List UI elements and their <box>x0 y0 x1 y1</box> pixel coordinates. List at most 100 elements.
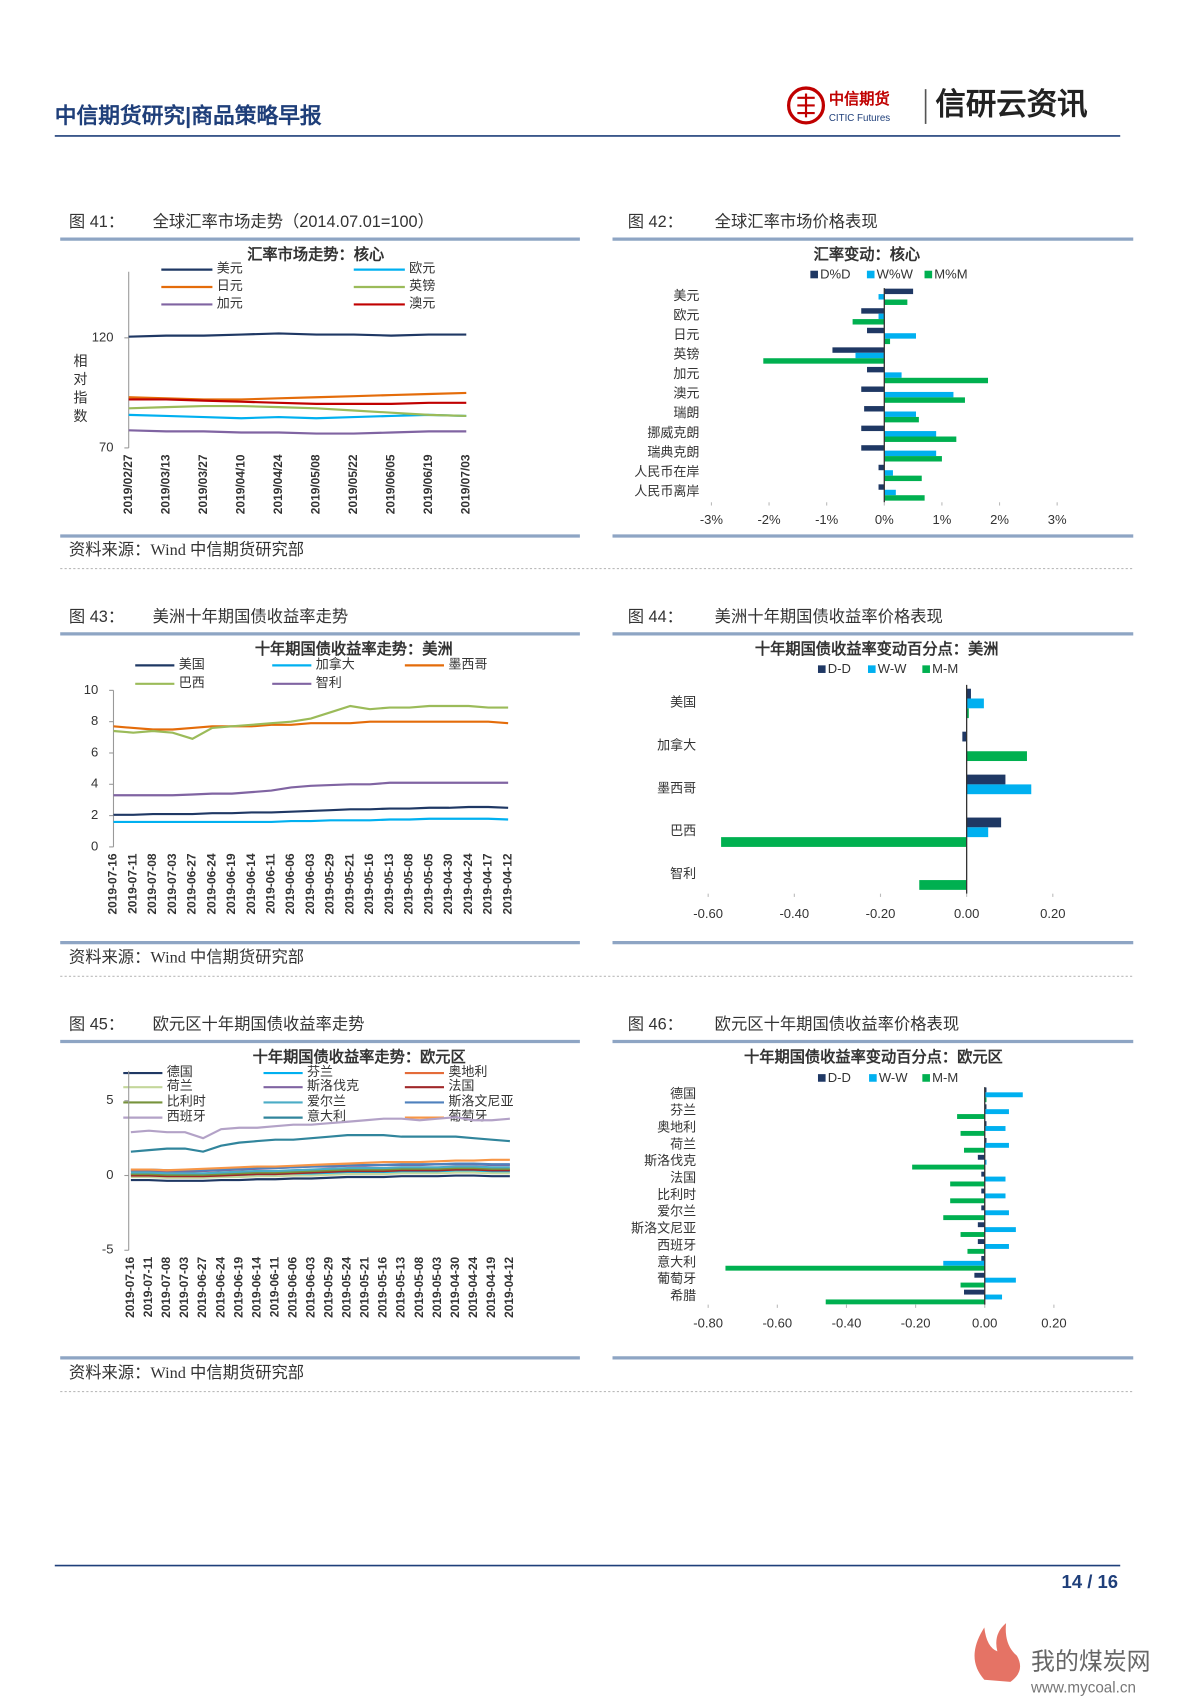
series-line <box>130 1171 510 1179</box>
x-tick-label: 0.20 <box>1041 1316 1066 1331</box>
bar <box>852 319 885 325</box>
bar <box>966 774 1006 785</box>
figure-number: 图 43： <box>69 608 124 626</box>
legend-label: 奥地利 <box>448 1064 487 1079</box>
bar <box>984 1142 1009 1148</box>
category-label: 人民币离岸 <box>634 483 699 498</box>
bar <box>981 1171 985 1177</box>
category-label: 美元 <box>673 288 699 303</box>
page-number: 14 / 16 <box>1062 1571 1118 1592</box>
x-tick-label: 2019-06-06 <box>285 1256 299 1317</box>
x-tick-label: 2019-04-17 <box>481 853 495 914</box>
x-tick-label: 2019/05/08 <box>308 454 322 514</box>
y-tick-label: 120 <box>92 329 114 344</box>
x-tick-label: 2019-05-13 <box>382 853 396 914</box>
legend-label: 西班牙 <box>167 1109 206 1124</box>
category-label: 奥地利 <box>657 1119 696 1134</box>
bar <box>960 1130 985 1136</box>
figure-caption: 欧元区十年期国债收益率价格表现 <box>715 1016 959 1034</box>
x-tick-label: 2019-06-14 <box>244 853 258 914</box>
x-tick-label: -0.20 <box>866 906 896 921</box>
chart-title: 十年期国债收益率变动百分点：欧元区 <box>744 1048 1003 1066</box>
bar <box>763 358 885 364</box>
x-tick-label: 0.20 <box>1040 906 1065 921</box>
bar <box>984 1294 1003 1300</box>
series-line <box>128 332 467 338</box>
y-tick-label: 6 <box>91 744 98 759</box>
category-label: 芬兰 <box>670 1103 696 1118</box>
category-label: 瑞典克朗 <box>647 444 699 459</box>
legend-swatch <box>924 270 933 279</box>
bar <box>878 313 885 320</box>
x-tick-label: 2019-05-16 <box>362 853 376 914</box>
logo-mark <box>797 93 815 118</box>
figure-caption: 美洲十年期国债收益率价格表现 <box>715 608 943 626</box>
bar <box>864 406 885 412</box>
bar <box>884 416 919 423</box>
x-tick-label: 2019/04/24 <box>271 454 285 514</box>
bar <box>867 366 885 373</box>
legend-label: 澳元 <box>409 295 435 310</box>
figure-number: 图 46： <box>628 1016 683 1034</box>
legend-label: 葡萄牙 <box>448 1109 487 1124</box>
bar <box>957 1114 985 1119</box>
chart-title: 十年期国债收益率走势：欧元区 <box>253 1048 466 1066</box>
figure-caption: 美洲十年期国债收益率走势 <box>153 608 349 626</box>
x-tick-label: 2019/07/03 <box>458 454 472 514</box>
x-tick-label: 2019/06/19 <box>421 454 435 514</box>
bar <box>884 431 937 437</box>
legend-label: 法国 <box>448 1078 474 1093</box>
figure-number: 图 42： <box>628 213 683 231</box>
series-line <box>113 781 509 797</box>
legend-swatch <box>922 665 930 673</box>
x-tick-label: -1% <box>815 512 839 527</box>
bar <box>962 731 967 742</box>
y-axis-label: 相对指数 <box>71 353 87 427</box>
chart-title: 十年期国债收益率走势：美洲 <box>255 640 453 658</box>
legend-label: 比利时 <box>167 1093 206 1108</box>
x-tick-label: 2019-04-19 <box>484 1256 498 1317</box>
category-label: 葡萄牙 <box>657 1271 696 1286</box>
bar <box>861 308 885 314</box>
legend-label: 巴西 <box>179 675 205 690</box>
x-tick-label: 2019/05/22 <box>346 454 360 514</box>
x-tick-label: 2019-07-16 <box>123 1256 137 1317</box>
legend-swatch <box>869 1074 877 1082</box>
watermark-url: www.mycoal.cn <box>1030 1679 1136 1696</box>
legend-label: 欧元 <box>409 261 435 276</box>
x-tick-label: 2019-05-21 <box>358 1256 372 1317</box>
legend-label: 加元 <box>217 295 243 310</box>
watermark-name: 我的煤炭网 <box>1031 1649 1151 1676</box>
category-label: 人民币在岸 <box>634 464 699 479</box>
x-tick-label: 2019-04-12 <box>502 1256 516 1317</box>
legend-swatch <box>867 665 876 673</box>
y-tick-label: 0 <box>106 1167 113 1182</box>
brand: 中信期货 <box>829 90 890 108</box>
category-label: 西班牙 <box>657 1237 696 1252</box>
y-tick-label: -5 <box>102 1242 114 1257</box>
series-line <box>113 817 509 823</box>
legend-label: 斯洛文尼亚 <box>448 1093 513 1108</box>
bar <box>984 1121 987 1127</box>
x-tick-label: 2019-07-16 <box>106 853 120 914</box>
bar <box>977 1239 985 1245</box>
watermark-icon <box>974 1623 1021 1682</box>
bar <box>884 475 922 482</box>
x-tick-label: 2019-07-03 <box>165 853 179 914</box>
bar <box>960 1232 985 1237</box>
bar <box>984 1210 1009 1216</box>
category-label: 希腊 <box>670 1288 696 1303</box>
category-label: 挪威克朗 <box>647 425 699 440</box>
figure-caption: 全球汇率市场走势（2014.07.01=100） <box>153 213 434 231</box>
bar <box>966 698 984 709</box>
x-tick-label: 2019/02/27 <box>121 454 135 514</box>
bar <box>878 464 885 471</box>
legend-label: 英镑 <box>409 278 435 293</box>
bar <box>981 1255 985 1261</box>
category-label: 澳元 <box>673 386 699 401</box>
figure-source: 资料来源：Wind 中信期货研究部 <box>69 1363 304 1382</box>
bar <box>825 1299 985 1305</box>
x-tick-label: 2019-06-27 <box>195 1256 209 1317</box>
legend-label: 意大利 <box>307 1109 346 1124</box>
